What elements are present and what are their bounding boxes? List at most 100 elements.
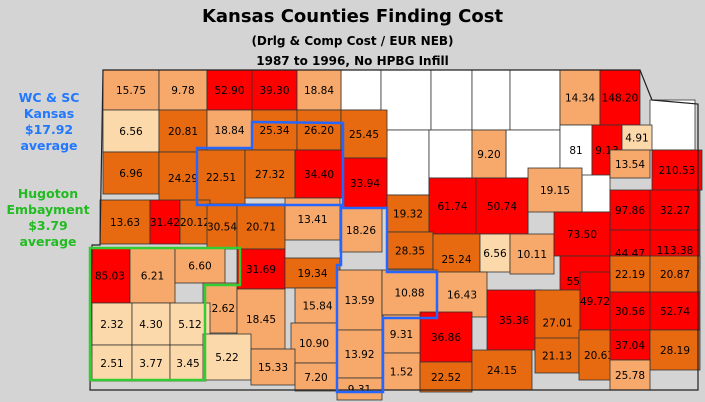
county-value-label: 81 [569,145,582,157]
county-value-label: 28.19 [660,345,690,357]
county-value-label: 97.86 [615,205,645,217]
county-value-label: 113.38 [657,245,694,257]
county-value-label: 85.03 [95,271,125,283]
county [609,329,651,361]
county-value-label: 9.78 [171,85,194,97]
county [336,269,383,331]
county-value-label: 12.62 [205,303,235,315]
hugoton-label-line-1: Hugoton [17,186,79,201]
wc-sc-label-line-1: WC & SC [18,90,80,105]
county [609,149,651,179]
county-value-label: 6.21 [141,271,164,283]
county [342,157,388,209]
county [294,287,341,324]
county [534,337,580,374]
county-value-label: 13.59 [344,295,374,307]
county-value-label: 15.84 [302,301,332,313]
county-value-label: 22.52 [431,372,461,384]
county [509,233,555,275]
county-value-label: 36.86 [431,332,461,344]
county [296,69,342,111]
county [294,149,344,199]
county-value-label: 4.30 [139,319,162,331]
county-value-label: 2.51 [100,358,123,370]
county [149,199,181,245]
county-value-label: 24.29 [168,173,198,185]
county [609,359,651,391]
county-value-label: 24.15 [487,365,517,377]
county-value-label: 4.91 [625,133,648,145]
county-value-label: 6.60 [188,261,211,273]
county-value-label: 49.72 [580,296,610,308]
county-value-label: 3.45 [176,358,199,370]
map-title: Kansas Counties Finding Cost [201,6,504,27]
county [475,177,529,235]
county [174,247,226,284]
county-value-label: 31.42 [150,217,180,229]
county-value-label: 10.88 [394,288,424,300]
county-value-label: 18.84 [214,125,244,137]
county-value-label: 20.81 [168,126,198,138]
county-value-label: 18.45 [246,314,276,326]
county-value-label: 5.12 [178,319,201,331]
county [479,233,511,273]
map-subtitle-period: 1987 to 1996, No HPBG Infill [256,54,449,68]
map-subtitle: (Drlg & Comp Cost / EUR NEB) [251,34,454,48]
county-value-label: 13.63 [110,217,140,229]
state-outline [89,69,699,391]
county-value-label: 28.35 [395,246,425,258]
county [381,269,438,316]
county-layer: 15.75 9.78 52.90 39.30 18.84 14.34 148.20 6.56 2… [89,69,703,401]
county-value-label: 7.20 [304,372,327,384]
county [206,69,253,111]
county-value-label: 50.74 [487,201,517,213]
county-value-label: 1.52 [390,367,413,379]
county [486,289,542,351]
county-value-label: 30.56 [615,306,645,318]
wc-sc-label-line-2: Kansas [23,106,75,121]
county-value-label: 3.77 [139,358,162,370]
county-value-label: 27.32 [255,169,285,181]
county-no-data [649,99,696,151]
county-value-label: 13.54 [615,159,645,171]
county-value-label: 21.13 [542,351,572,363]
hugoton-label-line-3: $3.79 average [19,218,77,249]
county-value-label: 73.50 [567,229,597,241]
county-value-label: 30.54 [207,222,237,234]
county [102,109,160,153]
county-value-label: 5.22 [215,352,238,364]
wc-sc-kansas-label: WC & SC Kansas $17.92 average [2,90,96,154]
county [206,203,238,250]
county-value-label: 13.41 [297,214,327,226]
county-value-label: 27.01 [542,318,572,330]
county-value-label: 15.75 [116,85,146,97]
county-value-label: 10.11 [517,249,547,261]
county-no-data [509,69,561,131]
county-value-label: 52.74 [660,306,690,318]
county [621,124,653,151]
county [179,199,211,245]
county-value-label: 22.51 [206,172,236,184]
county-value-label: 61.74 [437,201,467,213]
county-value-label: 18.84 [304,85,334,97]
wc-sc-kansas-region-outline [195,120,439,394]
county-value-label: 2.32 [100,319,123,331]
county [649,255,701,293]
county-no-data [340,69,382,111]
county-value-label: 10.90 [299,338,329,350]
hugoton-label-line-2: Embayment [6,202,90,217]
county [579,271,611,331]
county-value-label: 18.26 [346,225,376,237]
county-value-label: 6.96 [119,168,143,180]
county [129,247,176,304]
county-value-label: 20.63 [584,350,614,362]
county-value-label: 15.33 [258,362,288,374]
county-no-data [386,129,430,196]
county-value-label: 20.87 [660,269,690,281]
county-value-label: 19.15 [540,185,570,197]
county-value-label: 6.56 [119,126,143,138]
county [296,109,342,151]
county [527,167,583,213]
county-value-label: 34.40 [304,169,334,181]
